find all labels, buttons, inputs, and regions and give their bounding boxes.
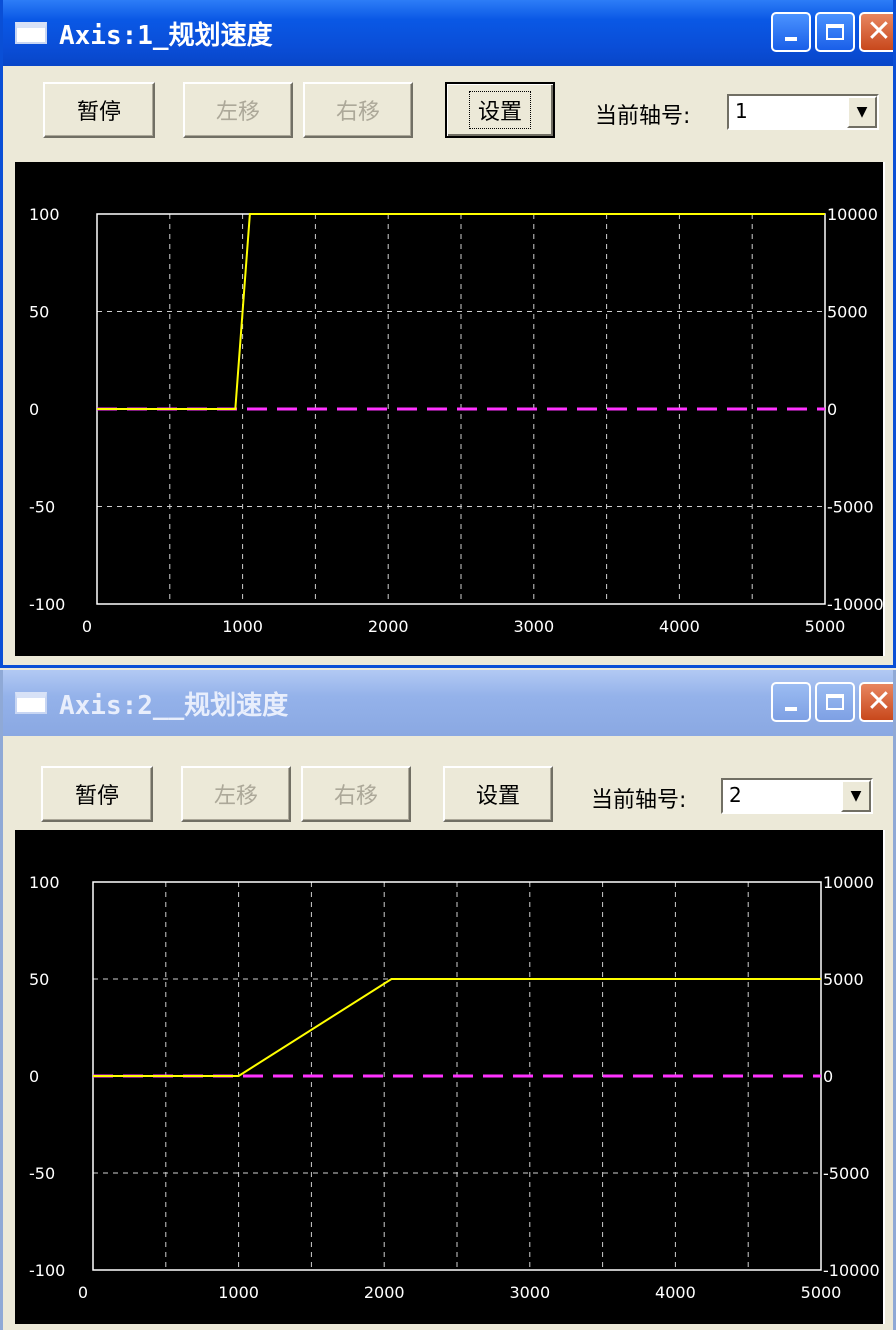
move-right-button[interactable]: 右移 bbox=[303, 82, 413, 138]
y-right-tick-label: 5000 bbox=[823, 970, 864, 989]
speed-chart: 100 50 0 -50 -100 10000 5000 0 -5000 -10000 0 1000 2… bbox=[29, 205, 884, 636]
axis-window-2: Axis:2__规划速度 ✕ 暂停 左移 右移 设置 当前轴号: 2 ▼ 100… bbox=[0, 670, 896, 1330]
x-tick-label: 5000 bbox=[801, 1283, 842, 1302]
minimize-icon bbox=[785, 707, 797, 711]
axis-number-select[interactable]: 1 ▼ bbox=[727, 94, 879, 130]
x-tick-label: 4000 bbox=[655, 1283, 696, 1302]
y-left-tick-label: 100 bbox=[29, 205, 60, 224]
maximize-icon bbox=[826, 694, 844, 710]
toolbar: 暂停 左移 右移 设置 当前轴号: 2 ▼ bbox=[3, 736, 893, 826]
y-left-tick-label: -50 bbox=[29, 498, 55, 517]
axis-number-value: 1 bbox=[735, 99, 748, 123]
y-right-tick-label: 10000 bbox=[827, 205, 878, 224]
close-button[interactable]: ✕ bbox=[859, 12, 893, 52]
window-title: Axis:2__规划速度 bbox=[59, 690, 289, 721]
settings-button[interactable]: 设置 bbox=[443, 766, 553, 822]
y-left-tick-label: 100 bbox=[29, 873, 60, 892]
series-line-solid bbox=[97, 213, 825, 410]
window-icon bbox=[15, 22, 47, 44]
chevron-down-icon[interactable]: ▼ bbox=[841, 780, 871, 812]
axis-number-select[interactable]: 2 ▼ bbox=[721, 778, 873, 814]
move-left-button[interactable]: 左移 bbox=[181, 766, 291, 822]
axis-number-label: 当前轴号: bbox=[595, 104, 691, 129]
x-tick-label: 3000 bbox=[513, 617, 554, 636]
y-left-tick-label: -50 bbox=[29, 1164, 55, 1183]
x-tick-label: 0 bbox=[82, 617, 92, 636]
x-tick-label: 1000 bbox=[218, 1283, 259, 1302]
y-right-tick-label: -10000 bbox=[823, 1261, 880, 1280]
window-icon bbox=[15, 692, 47, 714]
maximize-icon bbox=[826, 24, 844, 40]
title-bar[interactable]: Axis:2__规划速度 ✕ bbox=[3, 670, 893, 736]
minimize-icon bbox=[785, 37, 797, 41]
settings-button[interactable]: 设置 bbox=[445, 82, 555, 138]
pause-button[interactable]: 暂停 bbox=[41, 766, 153, 822]
y-left-tick-label: -100 bbox=[29, 595, 65, 614]
y-right-tick-label: 0 bbox=[823, 1067, 833, 1086]
minimize-button[interactable] bbox=[771, 682, 811, 722]
x-tick-label: 2000 bbox=[368, 617, 409, 636]
maximize-button[interactable] bbox=[815, 12, 855, 52]
pause-button[interactable]: 暂停 bbox=[43, 82, 155, 138]
minimize-button[interactable] bbox=[771, 12, 811, 52]
y-right-tick-label: 0 bbox=[827, 400, 837, 419]
y-right-tick-label: -5000 bbox=[823, 1164, 870, 1183]
series-line-solid bbox=[93, 978, 821, 1077]
y-right-tick-label: 5000 bbox=[827, 303, 868, 322]
y-right-tick-label: -5000 bbox=[827, 498, 874, 517]
x-tick-label: 5000 bbox=[805, 617, 846, 636]
chart-area: 100 50 0 -50 -100 10000 5000 0 -5000 -10000 0 1000 2… bbox=[15, 162, 885, 656]
title-bar[interactable]: Axis:1_规划速度 ✕ bbox=[3, 0, 893, 66]
chart-area: 100 50 0 -50 -100 10000 5000 0 -5000 -10000 0 1000 2… bbox=[15, 830, 885, 1324]
maximize-button[interactable] bbox=[815, 682, 855, 722]
toolbar: 暂停 左移 右移 设置 当前轴号: 1 ▼ bbox=[3, 66, 893, 156]
close-icon: ✕ bbox=[866, 14, 892, 49]
y-left-tick-label: -100 bbox=[29, 1261, 65, 1280]
y-left-tick-label: 50 bbox=[29, 970, 49, 989]
axis-number-value: 2 bbox=[729, 783, 742, 807]
x-tick-label: 0 bbox=[78, 1283, 88, 1302]
axis-window-1: Axis:1_规划速度 ✕ 暂停 左移 右移 设置 当前轴号: 1 ▼ 100 5… bbox=[0, 0, 896, 668]
x-tick-label: 4000 bbox=[659, 617, 700, 636]
chevron-down-icon[interactable]: ▼ bbox=[847, 96, 877, 128]
window-title: Axis:1_规划速度 bbox=[59, 20, 273, 51]
speed-chart: 100 50 0 -50 -100 10000 5000 0 -5000 -10000 0 1000 2… bbox=[29, 873, 880, 1302]
move-left-button[interactable]: 左移 bbox=[183, 82, 293, 138]
x-tick-label: 2000 bbox=[364, 1283, 405, 1302]
y-right-tick-label: -10000 bbox=[827, 595, 883, 614]
y-left-tick-label: 0 bbox=[29, 400, 39, 419]
x-tick-label: 1000 bbox=[222, 617, 263, 636]
axis-number-label: 当前轴号: bbox=[591, 788, 687, 813]
move-right-button[interactable]: 右移 bbox=[301, 766, 411, 822]
y-left-tick-label: 50 bbox=[29, 303, 49, 322]
close-icon: ✕ bbox=[866, 684, 892, 719]
y-left-tick-label: 0 bbox=[29, 1067, 39, 1086]
x-tick-label: 3000 bbox=[509, 1283, 550, 1302]
y-right-tick-label: 10000 bbox=[823, 873, 874, 892]
settings-button-label: 设置 bbox=[468, 91, 531, 129]
close-button[interactable]: ✕ bbox=[859, 682, 893, 722]
